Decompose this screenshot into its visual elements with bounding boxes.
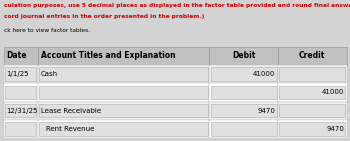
Text: 9470: 9470 bbox=[326, 126, 344, 132]
Text: Account Titles and Explanation: Account Titles and Explanation bbox=[41, 51, 175, 60]
Text: ck here to view factor tables.: ck here to view factor tables. bbox=[4, 28, 90, 33]
Text: 1/1/25: 1/1/25 bbox=[6, 71, 28, 77]
Text: Credit: Credit bbox=[299, 51, 326, 60]
Text: Cash: Cash bbox=[41, 71, 58, 77]
Text: Rent Revenue: Rent Revenue bbox=[46, 126, 94, 132]
Text: Date: Date bbox=[6, 51, 27, 60]
Text: 41000: 41000 bbox=[253, 71, 275, 77]
Text: 41000: 41000 bbox=[322, 89, 344, 95]
Text: Debit: Debit bbox=[232, 51, 255, 60]
Text: cord journal entries in the order presented in the problem.): cord journal entries in the order presen… bbox=[4, 14, 204, 19]
Text: Lease Receivable: Lease Receivable bbox=[41, 108, 101, 114]
Text: 9470: 9470 bbox=[258, 108, 275, 114]
Text: 12/31/25: 12/31/25 bbox=[6, 108, 37, 114]
Text: culation purposes, use 5 decimal places as displayed in the factor table provide: culation purposes, use 5 decimal places … bbox=[4, 3, 350, 8]
